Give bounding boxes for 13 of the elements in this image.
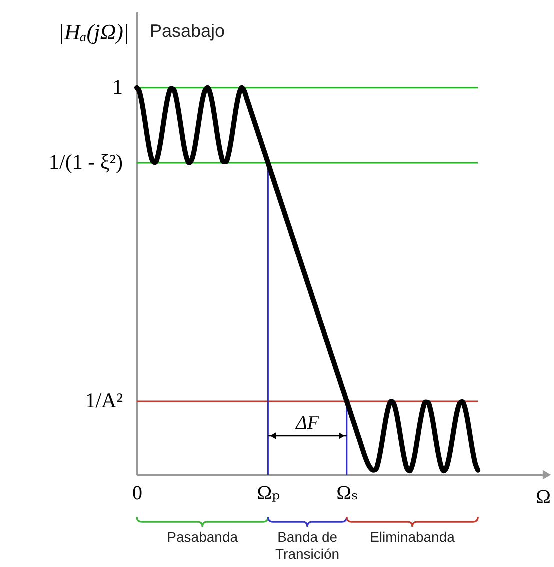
ref-line-label: 1/A² <box>85 388 123 412</box>
x-tick-label: Ωₛ <box>336 482 358 504</box>
text: Eliminabanda <box>370 529 456 545</box>
ref-line-label: 1/(1 - ξ²) <box>49 150 123 174</box>
ref-line-label: 1 <box>112 74 123 99</box>
x-axis-title: Ω <box>536 486 551 508</box>
text: Banda de Transición <box>276 529 340 562</box>
annotation: ΔF <box>295 413 320 434</box>
text: Pasabanda <box>167 529 238 545</box>
x-tick-label: Ωₚ <box>257 482 280 504</box>
y-axis-title: |Hₐ(jΩ)| <box>58 20 130 44</box>
chart-title: Pasabajo <box>150 21 226 41</box>
x-tick-label: 0 <box>132 482 142 504</box>
